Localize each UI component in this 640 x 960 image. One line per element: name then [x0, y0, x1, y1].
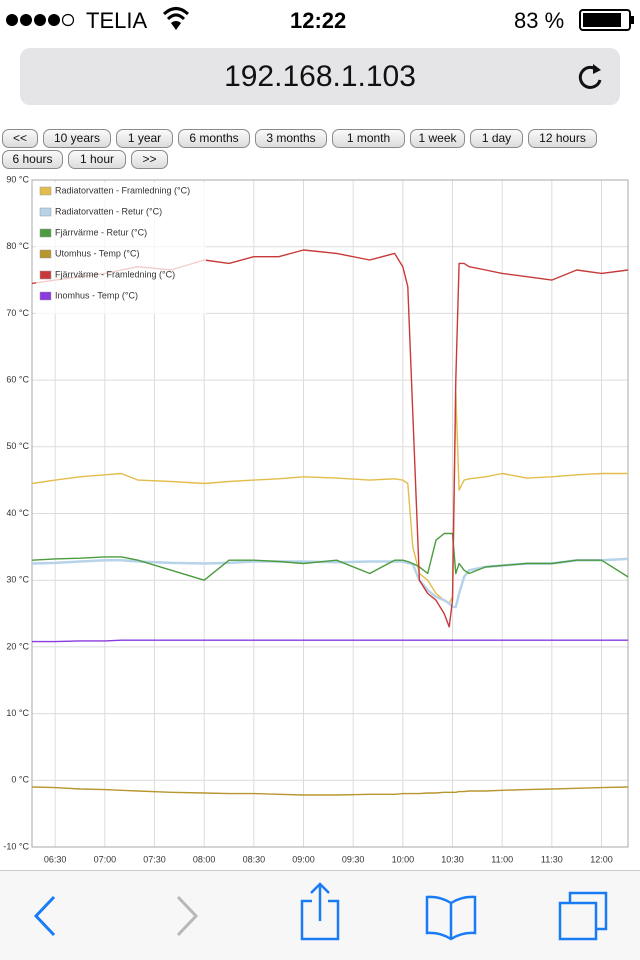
toolbar-icons — [33, 882, 608, 941]
legend-background — [36, 182, 206, 314]
legend-swatch — [39, 207, 52, 217]
carrier: TELIA — [86, 8, 148, 33]
legend: Radiatorvatten - Framledning (°C) Radiato… — [36, 182, 206, 314]
y-tick-label: 50 °C — [6, 441, 29, 451]
x-tick-label: 08:00 — [193, 854, 216, 864]
legend-swatch — [39, 291, 52, 301]
x-tick-label: 07:00 — [94, 854, 117, 864]
series-line — [32, 639, 628, 643]
x-tick-label: 11:30 — [541, 854, 563, 864]
tabs-button[interactable] — [558, 891, 608, 941]
legend-label: Radiatorvatten - Retur (°C) — [55, 206, 162, 216]
series-line — [31, 786, 629, 796]
back-button[interactable] — [33, 895, 56, 937]
series-line — [31, 532, 629, 581]
legend-label: Radiatorvatten - Framledning (°C) — [55, 185, 190, 195]
legend-swatch — [39, 228, 52, 238]
plot-border — [31, 179, 629, 848]
x-tick-label: 09:00 — [292, 854, 315, 864]
wifi-icon — [162, 7, 190, 30]
chart: -10 °C 0 °C 10 °C 20 °C 30 °C 40 °C 50 °C 60 °C… — [3, 174, 629, 864]
legend-label: Inomhus - Temp (°C) — [55, 290, 138, 300]
legend-label: Fjärrvärme - Retur (°C) — [55, 227, 147, 237]
range-button[interactable]: 1 day — [470, 129, 523, 148]
x-tick-label: 12:00 — [590, 854, 613, 864]
reload-icon[interactable] — [576, 60, 606, 94]
battery-percent: 83 % — [514, 8, 565, 33]
y-tick-label: 40 °C — [6, 508, 29, 518]
legend-label: Utomhus - Temp (°C) — [55, 248, 139, 258]
share-button[interactable] — [300, 882, 340, 941]
signal-icon — [6, 13, 75, 27]
clock: 12:22 — [290, 8, 347, 33]
range-button[interactable]: 1 week — [410, 129, 465, 148]
range-button[interactable]: 6 hours — [2, 150, 63, 169]
series-line — [31, 557, 629, 609]
y-tick-label: 20 °C — [6, 641, 29, 651]
y-tick-label: 90 °C — [6, 174, 29, 184]
range-button[interactable]: 12 hours — [528, 129, 597, 148]
range-button[interactable]: 10 years — [43, 129, 111, 148]
range-button[interactable]: 6 months — [178, 129, 250, 148]
battery-icon — [579, 9, 634, 31]
range-button[interactable]: 1 hour — [68, 150, 126, 169]
forward-button[interactable] — [176, 895, 199, 937]
bookmarks-button[interactable] — [425, 895, 477, 941]
y-tick-label: 10 °C — [6, 708, 29, 718]
y-tick-label: 0 °C — [11, 775, 29, 785]
legend-swatch — [39, 249, 52, 259]
y-tick-label: 80 °C — [6, 241, 29, 251]
legend-label: Fjärrvärme - Framledning (°C) — [55, 269, 175, 279]
status-bar: TELIA 12:22 83 % — [0, 0, 640, 40]
series-line — [31, 392, 628, 605]
y-tick-label: 60 °C — [6, 374, 29, 384]
y-tick-label: 70 °C — [6, 308, 29, 318]
url: 192.168.1.103 — [224, 60, 416, 93]
range-button[interactable]: >> — [131, 150, 168, 169]
range-button[interactable]: 1 year — [116, 129, 173, 148]
address-bar[interactable]: 192.168.1.103 — [20, 48, 620, 105]
x-tick-label: 09:30 — [342, 854, 365, 864]
x-tick-label: 11:00 — [491, 854, 513, 864]
bottom-toolbar — [0, 870, 640, 960]
legend-swatch — [39, 270, 52, 280]
range-button[interactable]: 1 month — [332, 129, 405, 148]
x-tick-label: 06:30 — [44, 854, 67, 864]
y-tick-label: -10 °C — [3, 841, 29, 851]
x-tick-label: 10:30 — [441, 854, 464, 864]
x-tick-label: 10:00 — [392, 854, 415, 864]
y-tick-label: 30 °C — [6, 575, 29, 585]
range-button[interactable]: << — [2, 129, 38, 148]
x-tick-label: 07:30 — [143, 854, 166, 864]
range-button[interactable]: 3 months — [255, 129, 327, 148]
x-tick-label: 08:30 — [243, 854, 266, 864]
legend-swatch — [39, 186, 52, 196]
